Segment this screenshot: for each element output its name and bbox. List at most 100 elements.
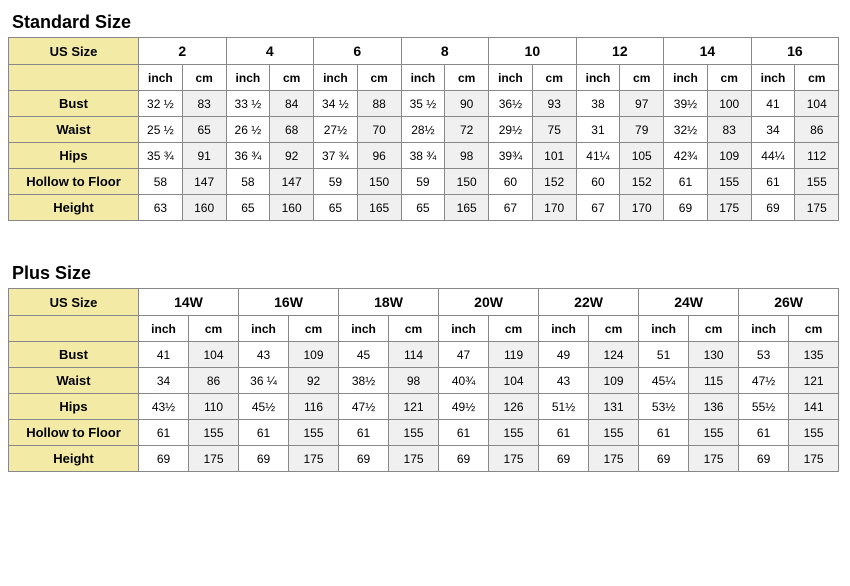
plus-unit-cm: cm bbox=[689, 316, 739, 342]
standard-cell-inch: 69 bbox=[664, 195, 708, 221]
standard-cell-inch: 61 bbox=[751, 169, 795, 195]
standard-size-header: 10 bbox=[489, 38, 577, 65]
standard-unit-cm: cm bbox=[532, 65, 576, 91]
standard-cell-cm: 79 bbox=[620, 117, 664, 143]
standard-unit-inch: inch bbox=[401, 65, 445, 91]
plus-cell-cm: 116 bbox=[289, 394, 339, 420]
plus-cell-inch: 69 bbox=[339, 446, 389, 472]
plus-cell-cm: 98 bbox=[389, 368, 439, 394]
plus-size-table: US Size14W16W18W20W22W24W26W inchcminchc… bbox=[8, 288, 839, 472]
plus-cell-cm: 86 bbox=[189, 368, 239, 394]
standard-cell-cm: 155 bbox=[707, 169, 751, 195]
plus-size-header: 22W bbox=[539, 289, 639, 316]
plus-cell-cm: 104 bbox=[189, 342, 239, 368]
standard-unit-inch: inch bbox=[139, 65, 183, 91]
standard-cell-cm: 104 bbox=[795, 91, 839, 117]
plus-cell-inch: 69 bbox=[639, 446, 689, 472]
standard-cell-cm: 112 bbox=[795, 143, 839, 169]
plus-cell-cm: 141 bbox=[789, 394, 839, 420]
plus-cell-inch: 38½ bbox=[339, 368, 389, 394]
plus-cell-cm: 155 bbox=[389, 420, 439, 446]
standard-cell-inch: 59 bbox=[401, 169, 445, 195]
plus-cell-inch: 61 bbox=[239, 420, 289, 446]
plus-row: Bust41104431094511447119491245113053135 bbox=[9, 342, 839, 368]
standard-size-header: 14 bbox=[664, 38, 752, 65]
standard-cell-inch: 31 bbox=[576, 117, 620, 143]
standard-cell-cm: 68 bbox=[270, 117, 314, 143]
plus-cell-inch: 51 bbox=[639, 342, 689, 368]
standard-cell-cm: 175 bbox=[795, 195, 839, 221]
standard-cell-cm: 105 bbox=[620, 143, 664, 169]
standard-cell-inch: 44¼ bbox=[751, 143, 795, 169]
plus-cell-inch: 69 bbox=[239, 446, 289, 472]
plus-size-header: 14W bbox=[139, 289, 239, 316]
standard-cell-cm: 75 bbox=[532, 117, 576, 143]
plus-unit-inch: inch bbox=[339, 316, 389, 342]
standard-row-label: Hollow to Floor bbox=[9, 169, 139, 195]
standard-cell-cm: 83 bbox=[182, 91, 226, 117]
plus-cell-cm: 155 bbox=[289, 420, 339, 446]
plus-cell-cm: 175 bbox=[789, 446, 839, 472]
standard-cell-cm: 165 bbox=[445, 195, 489, 221]
standard-cell-cm: 155 bbox=[795, 169, 839, 195]
plus-cell-inch: 47½ bbox=[339, 394, 389, 420]
plus-cell-cm: 175 bbox=[389, 446, 439, 472]
standard-cell-cm: 90 bbox=[445, 91, 489, 117]
standard-cell-inch: 37 ¾ bbox=[314, 143, 358, 169]
standard-cell-cm: 152 bbox=[620, 169, 664, 195]
standard-cell-inch: 29½ bbox=[489, 117, 533, 143]
plus-cell-cm: 175 bbox=[589, 446, 639, 472]
plus-cell-cm: 155 bbox=[189, 420, 239, 446]
plus-cell-cm: 155 bbox=[789, 420, 839, 446]
standard-row: Hollow to Floor5814758147591505915060152… bbox=[9, 169, 839, 195]
plus-cell-inch: 51½ bbox=[539, 394, 589, 420]
plus-cell-cm: 92 bbox=[289, 368, 339, 394]
standard-cell-inch: 60 bbox=[576, 169, 620, 195]
plus-cell-cm: 175 bbox=[489, 446, 539, 472]
standard-cell-cm: 65 bbox=[182, 117, 226, 143]
standard-cell-inch: 25 ½ bbox=[139, 117, 183, 143]
standard-cell-inch: 58 bbox=[226, 169, 270, 195]
plus-row: Waist348636 ¼9238½9840¾1044310945¼11547½… bbox=[9, 368, 839, 394]
standard-cell-cm: 160 bbox=[182, 195, 226, 221]
plus-size-header: 26W bbox=[739, 289, 839, 316]
standard-cell-cm: 96 bbox=[357, 143, 401, 169]
standard-unit-inch: inch bbox=[226, 65, 270, 91]
plus-unit-cm: cm bbox=[589, 316, 639, 342]
standard-unit-cm: cm bbox=[707, 65, 751, 91]
plus-cell-cm: 155 bbox=[689, 420, 739, 446]
standard-size-header: 2 bbox=[139, 38, 227, 65]
standard-row: Hips35 ¾9136 ¾9237 ¾9638 ¾9839¾10141¼105… bbox=[9, 143, 839, 169]
standard-cell-inch: 35 ½ bbox=[401, 91, 445, 117]
plus-cell-inch: 47½ bbox=[739, 368, 789, 394]
plus-cell-inch: 69 bbox=[739, 446, 789, 472]
plus-cell-cm: 175 bbox=[189, 446, 239, 472]
standard-cell-cm: 93 bbox=[532, 91, 576, 117]
plus-cell-cm: 135 bbox=[789, 342, 839, 368]
standard-row: Bust32 ½8333 ½8434 ½8835 ½9036½93389739½… bbox=[9, 91, 839, 117]
plus-cell-cm: 104 bbox=[489, 368, 539, 394]
standard-unit-cm: cm bbox=[445, 65, 489, 91]
standard-cell-inch: 38 ¾ bbox=[401, 143, 445, 169]
standard-cell-cm: 98 bbox=[445, 143, 489, 169]
standard-cell-inch: 39½ bbox=[664, 91, 708, 117]
standard-cell-inch: 61 bbox=[664, 169, 708, 195]
standard-cell-inch: 27½ bbox=[314, 117, 358, 143]
standard-unit-cm: cm bbox=[357, 65, 401, 91]
plus-row: Hips43½11045½11647½12149½12651½13153½136… bbox=[9, 394, 839, 420]
plus-row: Hollow to Floor6115561155611556115561155… bbox=[9, 420, 839, 446]
plus-cell-inch: 47 bbox=[439, 342, 489, 368]
plus-cell-inch: 36 ¼ bbox=[239, 368, 289, 394]
standard-cell-cm: 100 bbox=[707, 91, 751, 117]
plus-cell-inch: 43 bbox=[539, 368, 589, 394]
plus-cell-inch: 43 bbox=[239, 342, 289, 368]
standard-cell-cm: 165 bbox=[357, 195, 401, 221]
standard-size-title: Standard Size bbox=[12, 12, 842, 33]
standard-row-label: Hips bbox=[9, 143, 139, 169]
standard-cell-inch: 59 bbox=[314, 169, 358, 195]
plus-cell-cm: 131 bbox=[589, 394, 639, 420]
standard-size-header: 8 bbox=[401, 38, 489, 65]
standard-cell-cm: 72 bbox=[445, 117, 489, 143]
standard-row: Waist25 ½6526 ½6827½7028½7229½75317932½8… bbox=[9, 117, 839, 143]
standard-cell-inch: 42¾ bbox=[664, 143, 708, 169]
